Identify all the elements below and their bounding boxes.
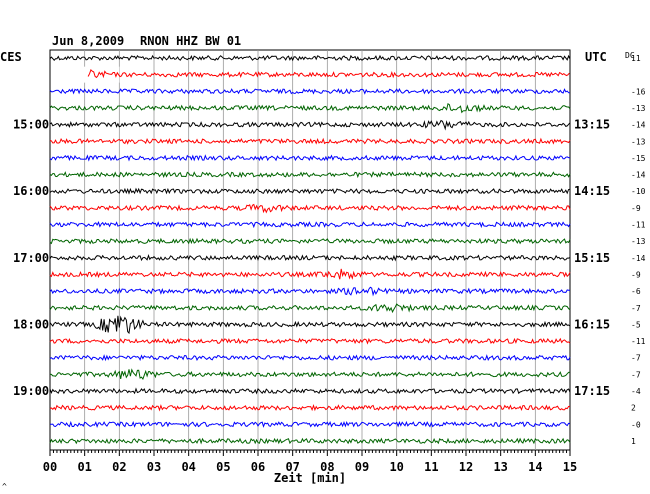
trace-line xyxy=(49,337,571,345)
trace-line xyxy=(49,154,571,162)
left-zone-label: CES xyxy=(0,50,22,64)
left-time-label: 18:00 xyxy=(13,317,49,331)
x-tick-label: 13 xyxy=(493,460,507,474)
x-tick-label: 10 xyxy=(389,460,403,474)
dc-offset-label: -10 xyxy=(631,187,646,196)
x-tick-label: 04 xyxy=(181,460,195,474)
dc-offset-label: -11 xyxy=(631,221,646,230)
left-time-label: 15:00 xyxy=(13,118,49,132)
trace-line xyxy=(49,368,571,381)
trace-line xyxy=(49,387,571,395)
x-tick-label: 08 xyxy=(320,460,334,474)
trace-line xyxy=(49,286,570,297)
dc-offset-label: -16 xyxy=(631,87,646,96)
x-tick-label: 01 xyxy=(77,460,91,474)
x-tick-label: 14 xyxy=(528,460,542,474)
trace-line xyxy=(49,119,571,131)
trace-line xyxy=(49,315,571,335)
trace-line xyxy=(49,87,571,95)
right-time-label: 13:15 xyxy=(574,118,610,132)
dc-offset-label: -4 xyxy=(631,387,641,396)
x-axis-label: Zeit [min] xyxy=(274,471,346,485)
trace-layer xyxy=(49,54,571,445)
dc-offset-label: -13 xyxy=(631,237,646,246)
x-tick-label: 11 xyxy=(424,460,438,474)
dc-offset-label: -6 xyxy=(631,287,641,296)
dc-offset-label: -7 xyxy=(631,304,641,313)
left-time-label: 17:00 xyxy=(13,251,49,265)
x-tick-label: 00 xyxy=(43,460,57,474)
dc-offset-label: -14 xyxy=(631,171,646,180)
x-tick-label: 02 xyxy=(112,460,126,474)
dc-offset-label: 1 xyxy=(631,437,636,446)
data-gap xyxy=(51,66,120,83)
left-time-label: 19:00 xyxy=(13,384,49,398)
trace-line xyxy=(87,69,570,79)
trace-line xyxy=(49,268,571,280)
dc-offset-label: -14 xyxy=(631,121,646,130)
x-tick-label: 06 xyxy=(251,460,265,474)
dc-offset-label: -9 xyxy=(631,270,641,279)
trace-line xyxy=(49,303,571,314)
left-time-label: 16:00 xyxy=(13,184,49,198)
right-time-label: 17:15 xyxy=(574,384,610,398)
right-time-label: 16:15 xyxy=(574,317,610,331)
trace-line xyxy=(49,354,571,362)
dc-offset-label: 11 xyxy=(631,54,641,63)
right-time-label: 15:15 xyxy=(574,251,610,265)
dc-offset-label: -14 xyxy=(631,254,646,263)
dc-offset-label: -0 xyxy=(631,420,641,429)
right-zone-label: UTC xyxy=(585,50,607,64)
chart-station: RNON HHZ BW 01 xyxy=(140,34,241,48)
plot-grid xyxy=(49,49,571,456)
dc-offset-label: -9 xyxy=(631,204,641,213)
trace-line xyxy=(49,404,571,412)
label-layer: 00 01 02 03 04 05 06 07 08 09 10 11 12 13 14 1511-16-13… xyxy=(13,54,646,474)
footer-mark: ^ xyxy=(2,482,7,491)
trace-line xyxy=(49,221,571,229)
trace-line xyxy=(49,54,571,62)
trace-line xyxy=(49,420,571,428)
dc-offset-label: -11 xyxy=(631,337,646,346)
trace-line xyxy=(49,237,571,245)
trace-line xyxy=(49,102,571,114)
dc-offset-label: -7 xyxy=(631,354,641,363)
x-tick-label: 15 xyxy=(563,460,577,474)
trace-line xyxy=(49,187,571,195)
dc-offset-label: -5 xyxy=(631,320,641,329)
x-tick-label: 05 xyxy=(216,460,230,474)
dc-offset-label: -13 xyxy=(631,137,646,146)
dc-label: DC xyxy=(625,51,635,60)
dc-offset-label: -13 xyxy=(631,104,646,113)
chart-date: Jun 8,2009 xyxy=(52,34,124,48)
trace-line xyxy=(49,254,571,262)
x-tick-label: 07 xyxy=(285,460,299,474)
dc-offset-label: -15 xyxy=(631,154,646,163)
right-time-label: 14:15 xyxy=(574,184,610,198)
x-tick-label: 03 xyxy=(147,460,161,474)
trace-line xyxy=(49,171,571,179)
dc-offset-label: 2 xyxy=(631,404,636,413)
x-tick-label: 09 xyxy=(355,460,369,474)
trace-line xyxy=(49,137,571,145)
trace-line xyxy=(49,437,571,445)
x-tick-label: 12 xyxy=(459,460,473,474)
trace-line xyxy=(49,203,571,214)
dc-offset-label: -7 xyxy=(631,370,641,379)
